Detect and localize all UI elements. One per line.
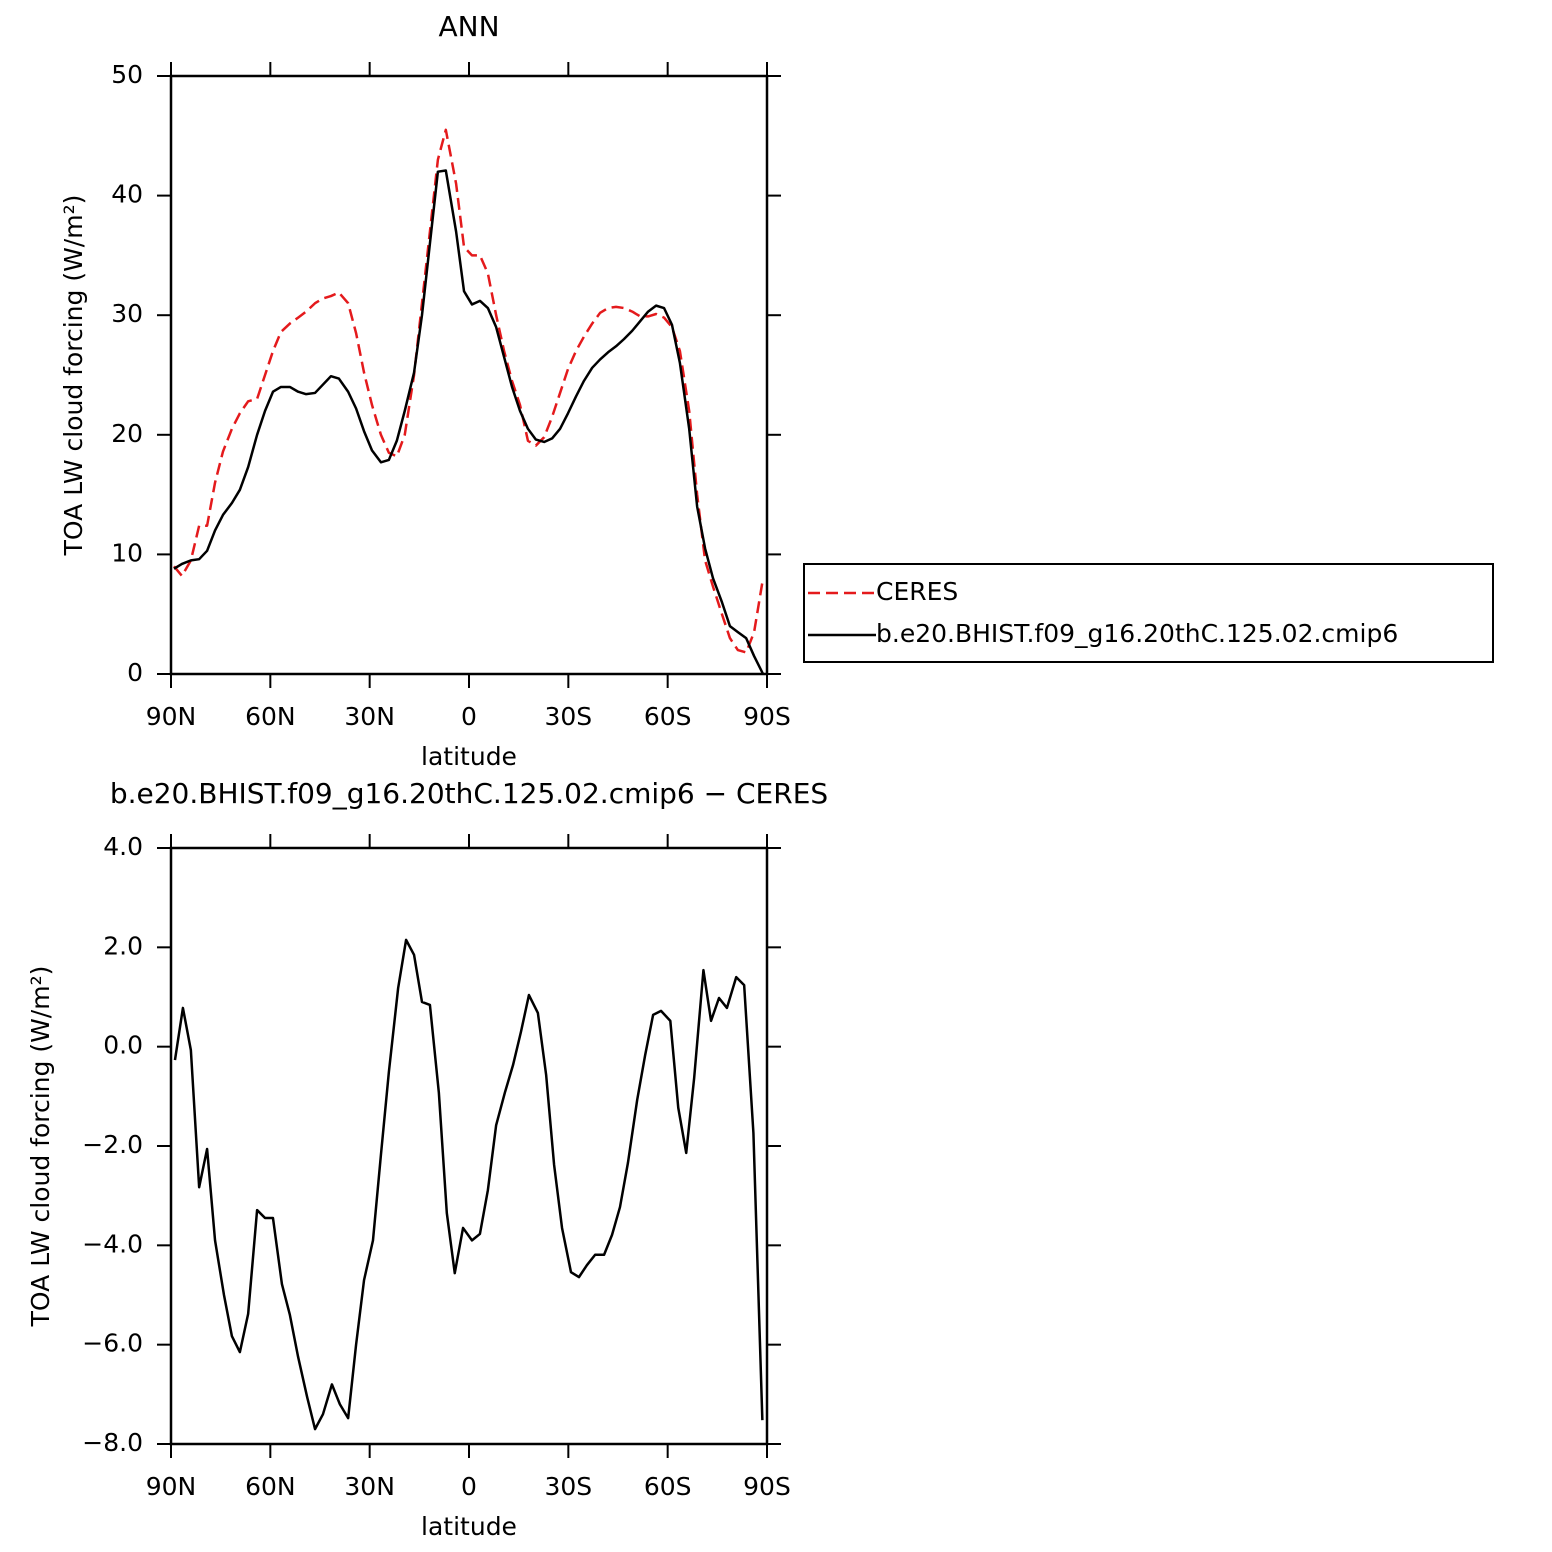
chart-title: ANN [438, 10, 499, 43]
x-tick-label: 30N [344, 702, 395, 731]
data-line [173, 128, 765, 654]
x-tick-label: 60N [245, 702, 296, 731]
x-tick-label: 90N [146, 1472, 197, 1501]
y-tick-label: 20 [111, 419, 143, 448]
x-tick-label: 90N [146, 702, 197, 731]
y-tick-label: 10 [111, 538, 143, 567]
y-tick-label: 2.0 [103, 931, 143, 960]
y-tick-label: −2.0 [82, 1130, 143, 1159]
x-tick-label: 30N [344, 1472, 395, 1501]
y-tick-label: 50 [111, 60, 143, 89]
y-tick-label: 30 [111, 299, 143, 328]
y-tick-label: 4.0 [103, 832, 143, 861]
y-tick-label: −4.0 [82, 1229, 143, 1258]
x-tick-label: 30S [544, 702, 592, 731]
data-line [173, 938, 764, 1431]
chart-title: b.e20.BHIST.f09_g16.20thC.125.02.cmip6 −… [110, 777, 828, 810]
legend-box [803, 563, 1494, 663]
y-tick-label: 0 [127, 658, 143, 687]
y-axis-label: TOA LW cloud forcing (W/m²) [59, 195, 88, 557]
x-tick-label: 60S [644, 702, 692, 731]
x-tick-label: 90S [743, 1472, 791, 1501]
x-tick-label: 30S [544, 1472, 592, 1501]
y-tick-label: 0.0 [103, 1031, 143, 1060]
y-tick-label: 40 [111, 180, 143, 209]
x-axis-label: latitude [421, 1512, 517, 1541]
x-tick-label: 90S [743, 702, 791, 731]
y-tick-label: −8.0 [82, 1428, 143, 1457]
y-axis-label: TOA LW cloud forcing (W/m²) [26, 966, 55, 1328]
data-line [173, 169, 765, 675]
x-tick-label: 60N [245, 1472, 296, 1501]
x-tick-label: 0 [461, 1472, 477, 1501]
x-tick-label: 60S [644, 1472, 692, 1501]
legend-label: b.e20.BHIST.f09_g16.20thC.125.02.cmip6 [876, 619, 1398, 648]
x-tick-label: 0 [461, 702, 477, 731]
legend-label: CERES [876, 577, 958, 606]
plot-frame [169, 74, 769, 676]
x-axis-label: latitude [421, 742, 517, 771]
plot-frame [169, 846, 769, 1446]
y-tick-label: −6.0 [82, 1329, 143, 1358]
